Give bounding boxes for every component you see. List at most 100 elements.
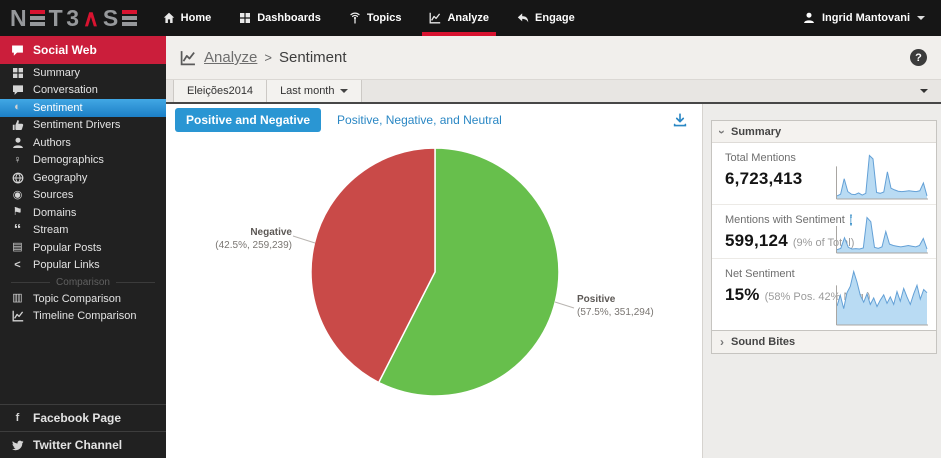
sound-bites-panel-header[interactable]: › Sound Bites [712,331,936,353]
sidebar-item-label: Geography [33,171,88,184]
sidebar-item-stream[interactable]: “ Stream [0,222,166,240]
caret-down-icon [917,16,925,20]
tab-positive-negative-and-neutral[interactable]: Positive, Negative, and Neutral [337,113,502,127]
negative-leader-line [292,235,316,244]
breadcrumb-current-sentiment: Sentiment [278,49,347,66]
sidebar-item-sentiment[interactable]: ◐ Sentiment [0,99,166,117]
speech-bubble-icon [11,44,24,57]
sidebar-item-label: Summary [33,66,81,79]
stat-total-mentions: Total Mentions 6,723,413 [712,143,936,204]
stat-text: Net Sentiment 15% (58% Pos. 42% Neg.) [725,268,870,305]
sidebar-item-label: Stream [33,224,69,237]
sidebar-item-demographics[interactable]: ♀ Demographics [0,152,166,170]
sidebar-item-timeline-comparison[interactable]: Timeline Comparison [0,308,166,326]
sidebar-item-label: Twitter Channel [33,438,123,452]
stat-label-text: Total Mentions [725,152,796,164]
nav-item-dashboards[interactable]: Dashboards [225,0,335,36]
stat-mentions-with-sentiment: Mentions with Sentiment i 599,124 (9% of To… [712,204,936,258]
sidebar-item-popular-posts[interactable]: ▤ Popular Posts [0,239,166,257]
summary-panel: › Summary Total Mentions 6,723,413 Mention… [711,120,937,331]
netbase-logo[interactable]: N T 3 ∧ S [0,0,149,36]
home-icon [163,12,175,24]
pie-label-detail: (57.5%, 351,294) [577,307,654,318]
logo-letter-t: T [48,5,63,31]
stat-value: 15% [725,285,760,304]
tab-positive-and-negative[interactable]: Positive and Negative [175,108,322,132]
topic-tab[interactable]: Eleições2014 [173,80,268,102]
sources-icon: ◉ [12,188,23,201]
stat-text: Total Mentions 6,723,413 [725,152,836,189]
logo-letter-s: S [102,5,119,31]
filter-bar-expander[interactable] [920,80,941,102]
comparison-separator: Comparison [0,274,166,290]
sidebar-item-authors[interactable]: Authors [0,134,166,152]
nav-item-analyze[interactable]: Analyze [415,0,503,36]
sidebar-item-twitter-channel[interactable]: Twitter Channel [0,431,166,458]
sidebar-footer: f Facebook Page Twitter Channel [0,404,166,458]
demographics-icon: ♀ [13,153,22,166]
sidebar-items: Summary Conversation ◐ Sentiment Sentiment D… [0,64,166,274]
sidebar-item-label: Sources [33,189,74,202]
caret-down-icon [340,89,349,93]
right-column: › Summary Total Mentions 6,723,413 Mention… [703,104,941,458]
chevron-down-icon: › [715,129,729,134]
logo-letter-e [121,10,137,26]
nav-item-label: Analyze [447,12,490,24]
popular-links-icon: < [14,258,21,271]
topic-tab-label: Eleições2014 [187,85,254,97]
sidebar-item-popular-links[interactable]: < Popular Links [0,257,166,275]
pie-label-name: Negative [250,227,292,238]
user-icon [803,12,815,24]
sidebar-item-label: Topic Comparison [33,292,122,305]
sidebar-header-social-web[interactable]: Social Web [0,36,166,64]
stat-value-row: 599,124 (9% of Total) [725,231,854,251]
analyze-icon [429,12,441,24]
sidebar-item-geography[interactable]: Geography [0,169,166,187]
stat-value-row: 6,723,413 [725,169,836,189]
sidebar-item-label: Popular Posts [33,241,102,254]
nav-item-home[interactable]: Home [149,0,226,36]
nav-item-label: Engage [535,12,575,24]
sentiment-drivers-icon [11,119,24,131]
sidebar-item-summary[interactable]: Summary [0,64,166,82]
sidebar-item-sentiment-drivers[interactable]: Sentiment Drivers [0,117,166,135]
breadcrumb-link-analyze[interactable]: Analyze [204,49,258,66]
sidebar-item-label: Domains [33,206,77,219]
sidebar: Social Web Summary Conversation ◐ Sentiment… [0,36,166,458]
breadcrumb-bar: Analyze > Sentiment ? [166,36,941,80]
engage-icon [517,12,529,24]
main-content: Positive and Negative Positive, Negative… [166,104,941,458]
sidebar-item-label: Facebook Page [33,411,122,425]
user-menu[interactable]: Ingrid Mantovani [803,12,941,24]
stat-label-text: Net Sentiment [725,268,795,280]
stream-icon: “ [13,221,22,239]
comparison-separator-label: Comparison [56,277,110,288]
nav-item-engage[interactable]: Engage [503,0,589,36]
summary-icon [11,67,24,79]
twitter-icon [11,439,24,451]
help-icon[interactable]: ? [910,49,927,66]
nav-item-topics[interactable]: Topics [335,0,416,36]
logo-letter-n: N [10,5,27,31]
stat-net-sentiment: Net Sentiment 15% (58% Pos. 42% Neg.) [712,258,936,330]
topics-icon [349,12,361,24]
pie-slice-positive[interactable] [377,147,560,397]
sentiment-pie-chart: Negative (42.5%, 259,239) Positive (57.5%,… [166,136,702,458]
sidebar-header-label: Social Web [33,43,97,57]
stat-text: Mentions with Sentiment i 599,124 (9% of To… [725,214,854,251]
sentiment-icon: ◐ [14,101,21,114]
nav-item-label: Home [180,12,212,24]
info-icon[interactable]: i [849,214,853,226]
sidebar-item-domains[interactable]: ⚑ Domains [0,204,166,222]
time-range-dropdown[interactable]: Last month [267,80,363,102]
nav-item-label: Dashboards [257,12,321,24]
download-icon[interactable] [673,113,693,127]
sidebar-item-facebook-page[interactable]: f Facebook Page [0,404,166,431]
sidebar-item-topic-comparison[interactable]: ▥ Topic Comparison [0,290,166,308]
sidebar-item-conversation[interactable]: Conversation [0,82,166,100]
summary-panel-header[interactable]: › Summary [712,121,936,143]
stat-note: (9% of Total) [792,237,855,249]
sidebar-item-sources[interactable]: ◉ Sources [0,187,166,205]
mentions-with-sentiment-trend-sparkline [836,216,928,254]
pie-label-name: Positive [577,294,616,305]
